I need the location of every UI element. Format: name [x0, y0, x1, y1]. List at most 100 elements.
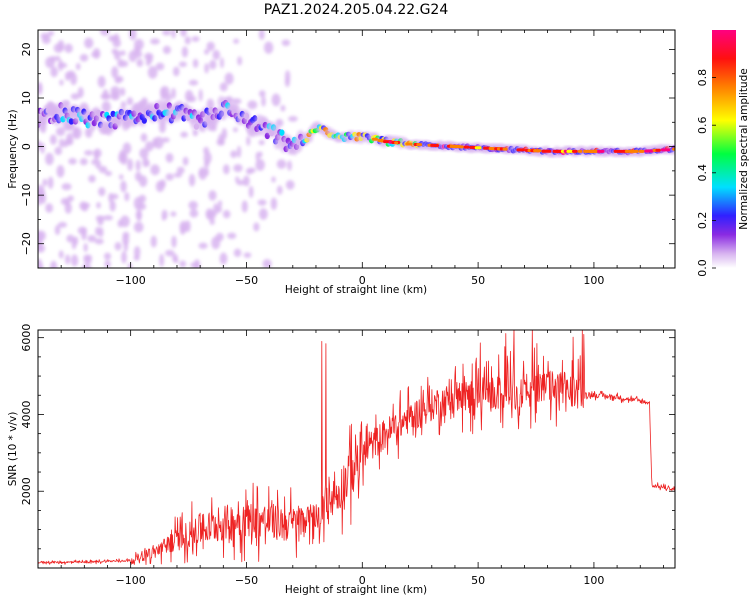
heatmap-cell — [179, 224, 186, 235]
heatmap-cell — [285, 180, 295, 190]
heatmap-cell — [110, 90, 118, 101]
heatmap-cell — [133, 221, 144, 233]
snr-y-tick-label: 4000 — [20, 400, 33, 428]
heatmap-cell — [109, 200, 116, 212]
heatmap-cell — [126, 97, 134, 106]
heatmap-cell — [87, 235, 97, 243]
chart-title: PAZ1.2024.205.04.22.G24 — [264, 2, 449, 18]
heatmap-cell — [68, 158, 77, 165]
heatmap-cell — [371, 137, 378, 141]
heatmap-cell — [261, 96, 266, 107]
heatmap-cell — [276, 159, 287, 169]
spectrogram-y-tick-label: 0 — [20, 143, 33, 150]
heatmap-cell — [40, 32, 50, 40]
heatmap-cell — [147, 66, 158, 79]
heatmap-cell — [288, 115, 298, 122]
heatmap-cell — [150, 38, 160, 45]
heatmap-cell — [119, 87, 126, 97]
heatmap-cell — [258, 90, 266, 98]
heatmap-cell — [45, 152, 54, 166]
heatmap-cell — [193, 259, 201, 268]
heatmap-cell — [597, 149, 605, 153]
heatmap-cell — [150, 164, 160, 176]
heatmap-cell — [99, 30, 110, 36]
heatmap-cell — [141, 117, 147, 124]
heatmap-cell — [120, 180, 127, 193]
heatmap-cell — [59, 79, 64, 86]
heatmap-cell — [159, 253, 165, 267]
heatmap-cell — [212, 49, 221, 60]
heatmap-cell — [47, 176, 54, 189]
heatmap-cell — [516, 148, 525, 152]
heatmap-cell — [42, 178, 48, 187]
heatmap-cell — [91, 159, 96, 165]
heatmap-cell — [613, 149, 624, 153]
colorbar-tick-label: 0.0 — [696, 259, 709, 277]
heatmap-cell — [97, 216, 104, 226]
heatmap-cell — [54, 146, 63, 156]
heatmap-cell — [572, 149, 578, 153]
heatmap-cell — [180, 30, 187, 37]
heatmap-cell — [188, 79, 199, 86]
heatmap-cell — [136, 58, 144, 67]
heatmap-cell — [98, 227, 104, 238]
heatmap-cell — [50, 260, 58, 268]
heatmap-cell — [57, 62, 68, 69]
heatmap-cell — [189, 209, 199, 218]
heatmap-cell — [98, 187, 106, 197]
heatmap-cell — [219, 57, 224, 69]
heatmap-cell — [172, 66, 180, 77]
heatmap-cell — [114, 241, 122, 251]
spectrogram-y-tick-label: 20 — [20, 42, 33, 56]
heatmap-cell — [191, 36, 200, 42]
heatmap-cell — [279, 129, 285, 136]
heatmap-cell — [192, 58, 199, 68]
colorbar-gradient — [712, 30, 736, 268]
heatmap-cell — [56, 127, 66, 137]
heatmap-cell — [204, 49, 210, 55]
heatmap-cell — [416, 143, 423, 147]
heatmap-cell — [133, 246, 141, 258]
heatmap-cell — [591, 149, 599, 153]
colorbar-tick-label: 0.4 — [696, 164, 709, 182]
heatmap-cell — [38, 244, 46, 253]
heatmap-cell — [117, 219, 123, 228]
spectrogram-noise — [38, 30, 298, 268]
heatmap-cell — [111, 66, 119, 79]
heatmap-cell — [79, 158, 88, 166]
heatmap-cell — [119, 174, 124, 180]
heatmap-cell — [208, 190, 217, 201]
heatmap-cell — [155, 62, 165, 71]
heatmap-cell — [93, 148, 102, 158]
heatmap-cell — [104, 252, 112, 261]
heatmap-cell — [95, 109, 102, 117]
heatmap-cell — [209, 59, 217, 70]
heatmap-cell — [230, 150, 238, 158]
heatmap-cell — [577, 149, 583, 153]
heatmap-cell — [104, 170, 112, 177]
heatmap-cell — [98, 165, 108, 174]
heatmap-cell — [135, 159, 141, 172]
heatmap-cell — [171, 235, 177, 248]
heatmap-cell — [206, 41, 215, 52]
heatmap-cell — [95, 159, 101, 169]
heatmap-cell — [50, 66, 58, 78]
heatmap-cell — [213, 203, 219, 215]
heatmap-cell — [280, 104, 286, 112]
heatmap-cell — [264, 132, 270, 140]
heatmap-cell — [217, 200, 223, 207]
snr-y-tick-label: 2000 — [20, 477, 33, 505]
heatmap-cell — [198, 242, 208, 249]
heatmap-cell — [176, 166, 185, 174]
heatmap-cell — [145, 141, 154, 152]
heatmap-cell — [633, 149, 639, 153]
heatmap-cell — [227, 232, 237, 240]
heatmap-cell — [161, 209, 168, 220]
colorbar-tick-label: 0.2 — [696, 212, 709, 230]
heatmap-cell — [83, 243, 88, 253]
heatmap-cell — [638, 149, 645, 153]
heatmap-cell — [165, 152, 174, 163]
heatmap-cell — [178, 61, 187, 68]
